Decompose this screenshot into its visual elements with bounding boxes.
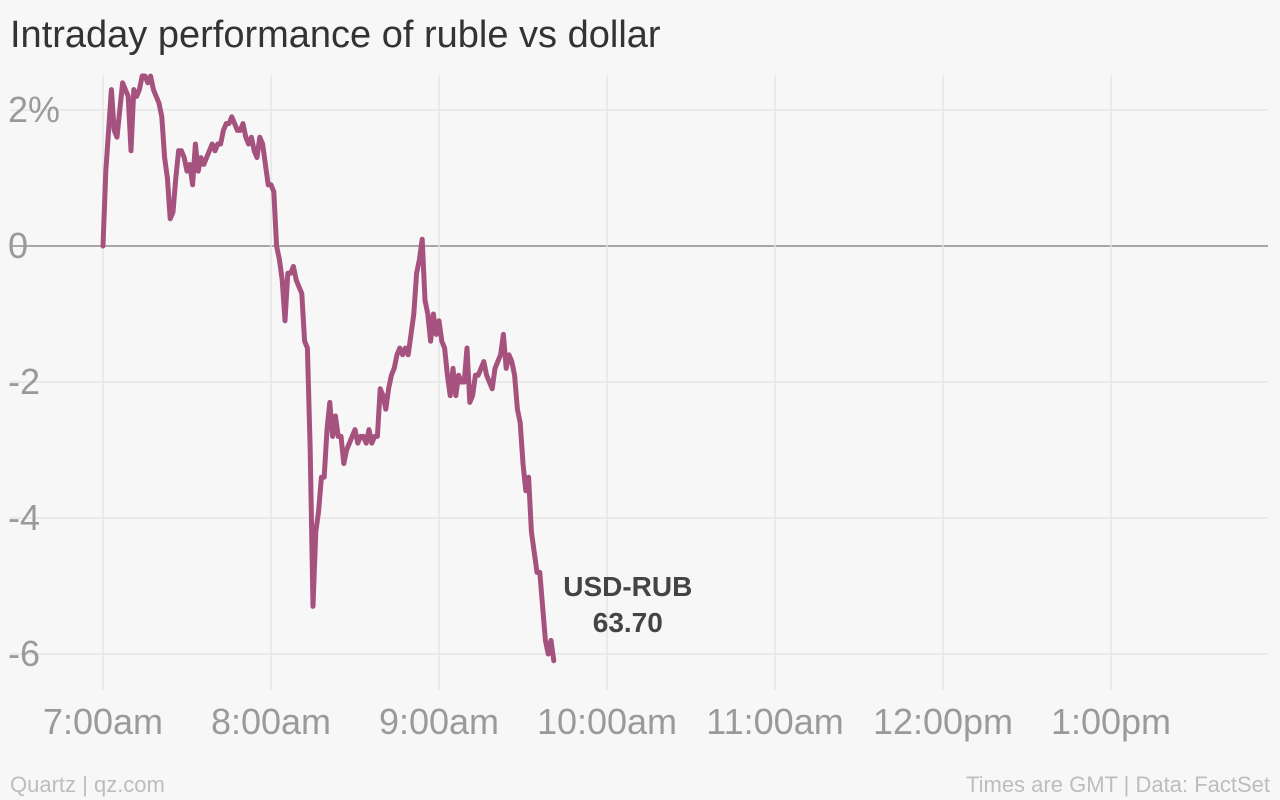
x-tick-label: 7:00am	[43, 701, 163, 742]
y-tick-label: 2%	[8, 89, 60, 130]
y-tick-label: -4	[8, 497, 40, 538]
series-line	[100, 73, 557, 664]
series-end-value: 63.70	[593, 607, 663, 638]
gridlines	[10, 75, 1268, 690]
annotation-layer: USD-RUB 63.70	[563, 571, 692, 638]
x-tick-label: 11:00am	[706, 701, 843, 742]
footer-source-right: Times are GMT | Data: FactSet	[965, 772, 1270, 797]
x-axis-ticks: 7:00am 8:00am 9:00am 10:00am 11:00am 12:00pm 1…	[43, 701, 1171, 742]
series-layer	[100, 73, 557, 664]
x-tick-label: 12:00pm	[873, 701, 1013, 742]
footer-source-left: Quartz | qz.com	[10, 772, 165, 797]
x-tick-label: 10:00am	[537, 701, 677, 742]
x-tick-label: 9:00am	[379, 701, 499, 742]
y-tick-label: 0	[8, 225, 28, 266]
x-tick-label: 1:00pm	[1051, 701, 1171, 742]
series-label: USD-RUB	[563, 571, 692, 602]
y-tick-label: -2	[8, 361, 40, 402]
x-tick-label: 8:00am	[211, 701, 331, 742]
y-tick-label: -6	[8, 633, 40, 674]
y-axis-ticks: 2% 0 -2 -4 -6	[8, 89, 60, 674]
chart-title: Intraday performance of ruble vs dollar	[10, 14, 661, 56]
